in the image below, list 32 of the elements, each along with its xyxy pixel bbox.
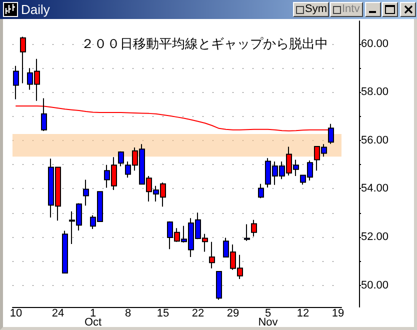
candlestick <box>118 150 124 167</box>
candlestick <box>244 224 250 242</box>
y-tick-label: 54.00 <box>361 182 389 195</box>
candlestick <box>258 183 264 199</box>
x-tick-label: 10 <box>10 308 22 320</box>
candlestick <box>328 123 334 144</box>
x-tick-label: 15 <box>156 308 170 320</box>
y-tick-label: 58.00 <box>361 86 389 98</box>
x-tick-label: 19 <box>332 308 344 320</box>
x-tick-label: 5 Nov <box>258 308 278 328</box>
candlestick <box>20 36 26 84</box>
candlestick <box>216 271 222 300</box>
x-tick-label: 24 <box>52 308 64 320</box>
chart-title: Daily <box>21 2 50 17</box>
candlestick <box>209 241 215 269</box>
x-tick-label: 1 Oct <box>84 308 102 328</box>
candlestick <box>62 230 68 274</box>
y-tick-label: 60.00 <box>361 38 389 50</box>
candlestick <box>13 65 19 100</box>
y-tick-label: 56.00 <box>361 134 389 146</box>
text: ２００日移動平均線とギャップから脱出中 <box>81 37 328 52</box>
y-tick-label: 50.00 <box>361 279 389 292</box>
text: Sym <box>305 3 327 16</box>
y-tick-label: 52.00 <box>361 231 389 244</box>
x-tick-label: 22 <box>192 308 204 320</box>
candlestick <box>83 179 89 206</box>
candlestick <box>41 98 47 132</box>
x-tick-label: 8 <box>124 308 132 320</box>
text: Intv <box>342 3 360 16</box>
candlestick <box>251 219 257 238</box>
x-tick-label: 29 <box>226 308 240 320</box>
x-tick-label: 12 <box>296 308 310 320</box>
